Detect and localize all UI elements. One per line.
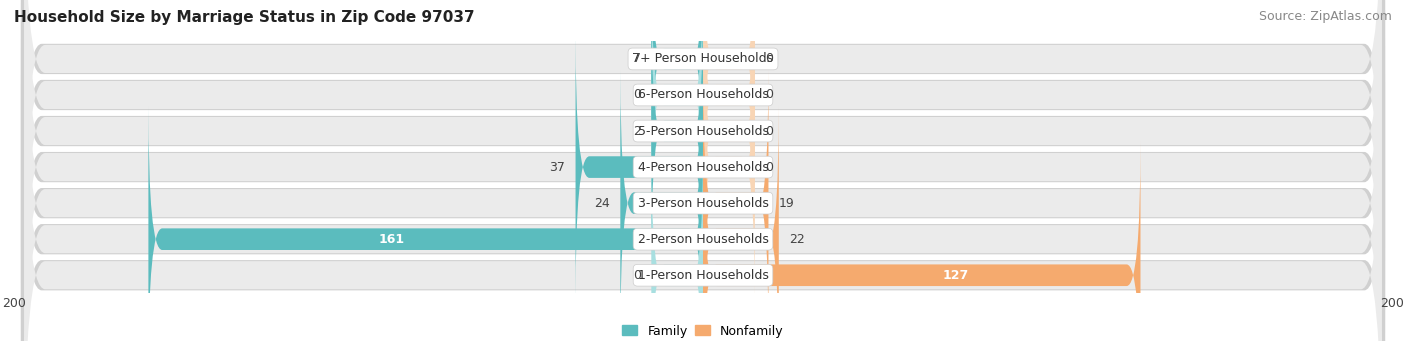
Text: 6-Person Households: 6-Person Households [637, 89, 769, 102]
FancyBboxPatch shape [24, 73, 1382, 341]
Text: 0: 0 [633, 89, 641, 102]
Text: 127: 127 [943, 269, 969, 282]
Text: 4-Person Households: 4-Person Households [637, 161, 769, 174]
Text: 19: 19 [779, 197, 794, 210]
FancyBboxPatch shape [651, 142, 703, 341]
FancyBboxPatch shape [21, 2, 1385, 341]
FancyBboxPatch shape [651, 0, 703, 264]
Text: 1-Person Households: 1-Person Households [637, 269, 769, 282]
FancyBboxPatch shape [703, 34, 755, 300]
Text: 0: 0 [765, 89, 773, 102]
Text: 2-Person Households: 2-Person Households [637, 233, 769, 246]
FancyBboxPatch shape [21, 0, 1385, 332]
FancyBboxPatch shape [21, 0, 1385, 341]
FancyBboxPatch shape [703, 0, 755, 228]
FancyBboxPatch shape [620, 70, 703, 337]
FancyBboxPatch shape [24, 0, 1382, 341]
Legend: Family, Nonfamily: Family, Nonfamily [617, 320, 789, 341]
FancyBboxPatch shape [703, 142, 1140, 341]
FancyBboxPatch shape [703, 70, 769, 337]
FancyBboxPatch shape [703, 106, 779, 341]
Text: 0: 0 [765, 53, 773, 65]
Text: Household Size by Marriage Status in Zip Code 97037: Household Size by Marriage Status in Zip… [14, 10, 475, 25]
Text: 0: 0 [633, 269, 641, 282]
FancyBboxPatch shape [24, 0, 1382, 333]
Text: 24: 24 [595, 197, 610, 210]
FancyBboxPatch shape [703, 0, 755, 264]
FancyBboxPatch shape [21, 0, 1385, 296]
FancyBboxPatch shape [24, 1, 1382, 341]
FancyBboxPatch shape [24, 37, 1382, 341]
Text: 3-Person Households: 3-Person Households [637, 197, 769, 210]
Text: 2: 2 [633, 124, 641, 137]
FancyBboxPatch shape [21, 74, 1385, 341]
Text: 0: 0 [765, 161, 773, 174]
Text: 161: 161 [378, 233, 405, 246]
Text: 7: 7 [633, 53, 641, 65]
FancyBboxPatch shape [21, 38, 1385, 341]
FancyBboxPatch shape [651, 0, 703, 228]
Text: 0: 0 [765, 124, 773, 137]
Text: 7+ Person Households: 7+ Person Households [633, 53, 773, 65]
FancyBboxPatch shape [21, 0, 1385, 260]
Text: 5-Person Households: 5-Person Households [637, 124, 769, 137]
Text: 22: 22 [789, 233, 804, 246]
FancyBboxPatch shape [703, 0, 755, 192]
Text: 37: 37 [550, 161, 565, 174]
FancyBboxPatch shape [575, 34, 703, 300]
FancyBboxPatch shape [24, 0, 1382, 261]
FancyBboxPatch shape [651, 0, 703, 192]
Text: Source: ZipAtlas.com: Source: ZipAtlas.com [1258, 10, 1392, 23]
FancyBboxPatch shape [149, 106, 703, 341]
FancyBboxPatch shape [24, 0, 1382, 297]
